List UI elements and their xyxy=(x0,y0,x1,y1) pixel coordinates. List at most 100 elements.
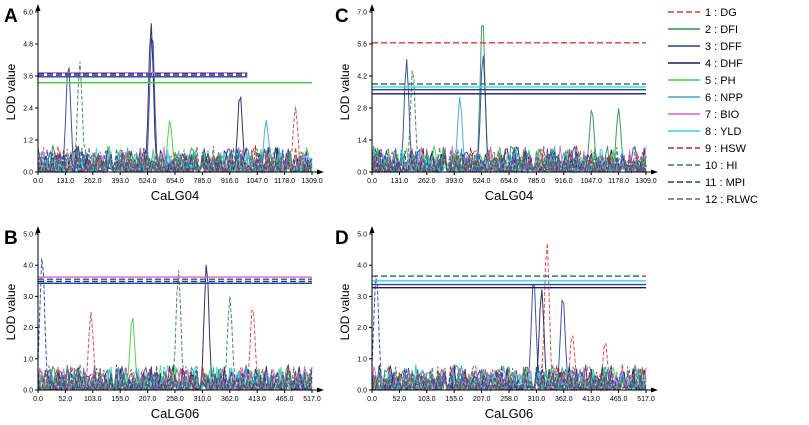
x-tick-label: 413.0 xyxy=(582,396,600,403)
legend-label: 2 : DFI xyxy=(705,24,738,36)
x-tick-label: 207.0 xyxy=(473,396,491,403)
x-tick-label: 785.0 xyxy=(194,178,212,185)
y-axis-title: LOD value xyxy=(338,63,352,120)
x-tick-label: 262.0 xyxy=(418,178,436,185)
legend-label: 7 : BIO xyxy=(705,109,740,121)
series-line-dfi xyxy=(371,25,647,174)
y-tick-label: 0.0 xyxy=(23,170,33,177)
x-tick-label: 0.0 xyxy=(33,396,43,403)
x-tick-label: 52.0 xyxy=(59,396,73,403)
panel-d-chart: 0.0 1.0 2.0 3.0 4.0 5.0 0.0 52.0 103.0 155.0 207.0… xyxy=(338,226,658,421)
series-line-mpi xyxy=(371,147,647,174)
x-tick-label: 1178.0 xyxy=(274,178,295,185)
x-tick-label: 465.0 xyxy=(610,396,628,403)
x-tick-label: 517.0 xyxy=(303,396,321,403)
panel-c-chart: 0.0 1.4 2.8 4.2 5.6 7.0 0.0 131.0 262.0 393.0 524.… xyxy=(338,4,658,203)
x-tick-label: 393.0 xyxy=(111,178,129,185)
y-tick-label: 0.0 xyxy=(357,170,367,177)
x-tick-label: 916.0 xyxy=(555,178,573,185)
y-tick-label: 5.0 xyxy=(357,232,367,239)
x-tick-label: 362.0 xyxy=(221,396,239,403)
x-tick-label: 465.0 xyxy=(276,396,294,403)
x-tick-label: 1309.0 xyxy=(635,178,657,185)
series-line-hi xyxy=(37,270,313,392)
y-tick-label: 3.0 xyxy=(357,294,367,301)
y-tick-label: 6.0 xyxy=(23,10,33,17)
x-tick-label: 362.0 xyxy=(555,396,573,403)
x-tick-label: 785.0 xyxy=(528,178,546,185)
y-tick-label: 4.2 xyxy=(357,74,367,81)
series-line-mpi xyxy=(37,258,313,392)
y-axis-title: LOD value xyxy=(4,63,18,120)
panel-label-a: A xyxy=(4,6,18,27)
legend: 1 : DG 2 : DFI 3 : DFF 4 : DHF 5 : PH 6 : NPP… xyxy=(668,7,758,206)
x-tick-label: 393.0 xyxy=(445,178,463,185)
legend-label: 11 : MPI xyxy=(705,177,745,189)
x-tick-label: 1047.0 xyxy=(580,178,602,185)
x-tick-label: 262.0 xyxy=(84,178,102,185)
panel-label-d: D xyxy=(335,228,349,249)
x-axis-arrow xyxy=(651,387,658,393)
y-axis-title: LOD value xyxy=(338,283,352,340)
x-tick-label: 654.0 xyxy=(500,178,518,185)
x-axis-arrow xyxy=(317,169,324,175)
series-line-yld xyxy=(37,364,313,392)
y-tick-label: 1.4 xyxy=(357,138,367,145)
x-tick-label: 310.0 xyxy=(194,396,212,403)
x-tick-label: 524.0 xyxy=(139,178,157,185)
legend-label: 9 : HSW xyxy=(705,143,747,155)
x-axis-title: CaLG04 xyxy=(151,188,199,203)
series-line-mpi xyxy=(371,275,647,392)
x-axis-arrow xyxy=(651,169,658,175)
panel-a-chart: 0.0 1.2 2.4 3.6 4.8 6.0 0.0 131.0 262.0 393.0 524.… xyxy=(4,4,324,203)
y-tick-label: 1.2 xyxy=(23,138,33,145)
y-axis-arrow xyxy=(35,4,41,11)
x-tick-label: 0.0 xyxy=(367,396,377,403)
legend-label: 6 : NPP xyxy=(705,92,743,104)
legend-label: 3 : DFF xyxy=(705,41,742,53)
y-tick-label: 4.0 xyxy=(23,263,33,270)
y-tick-label: 1.0 xyxy=(357,356,367,363)
x-axis-title: CaLG06 xyxy=(151,406,199,421)
legend-label: 10 : HI xyxy=(705,160,737,172)
x-tick-label: 310.0 xyxy=(528,396,546,403)
y-tick-label: 4.8 xyxy=(23,42,33,49)
x-tick-label: 103.0 xyxy=(418,396,436,403)
x-axis-arrow xyxy=(317,387,324,393)
y-tick-label: 4.0 xyxy=(357,263,367,270)
y-tick-label: 0.0 xyxy=(23,388,33,395)
x-tick-label: 1047.0 xyxy=(246,178,268,185)
legend-label: 8 : YLD xyxy=(705,126,742,138)
x-tick-label: 1309.0 xyxy=(301,178,323,185)
x-tick-label: 131.0 xyxy=(391,178,409,185)
panel-b-chart: 0.0 1.0 2.0 3.0 4.0 5.0 0.0 52.0 103.0 155.0 207.0… xyxy=(4,226,324,421)
x-tick-label: 916.0 xyxy=(221,178,239,185)
x-tick-label: 258.0 xyxy=(500,396,518,403)
x-tick-label: 0.0 xyxy=(33,178,43,185)
panel-label-c: C xyxy=(335,6,349,27)
x-tick-label: 131.0 xyxy=(57,178,75,185)
x-tick-label: 52.0 xyxy=(393,396,407,403)
legend-label: 1 : DG xyxy=(705,7,737,19)
y-tick-label: 5.0 xyxy=(23,232,33,239)
series-line-rlwc xyxy=(37,365,313,392)
series-line-rlwc xyxy=(37,145,313,174)
y-tick-label: 7.0 xyxy=(357,10,367,17)
panel-label-b: B xyxy=(4,228,18,249)
y-tick-label: 2.0 xyxy=(23,325,33,332)
y-tick-label: 0.0 xyxy=(357,388,367,395)
legend-label: 4 : DHF xyxy=(705,58,743,70)
x-tick-label: 517.0 xyxy=(637,396,655,403)
y-tick-label: 3.6 xyxy=(23,74,33,81)
y-axis-title: LOD value xyxy=(4,283,18,340)
x-tick-label: 103.0 xyxy=(84,396,102,403)
y-tick-label: 2.0 xyxy=(357,325,367,332)
x-axis-title: CaLG04 xyxy=(485,188,533,203)
y-tick-label: 2.4 xyxy=(23,106,33,113)
series-line-rlwc xyxy=(371,147,647,174)
y-tick-label: 5.6 xyxy=(357,42,367,49)
series-line-dhf xyxy=(37,23,313,174)
y-tick-label: 2.8 xyxy=(357,106,367,113)
y-axis-arrow xyxy=(369,226,375,233)
